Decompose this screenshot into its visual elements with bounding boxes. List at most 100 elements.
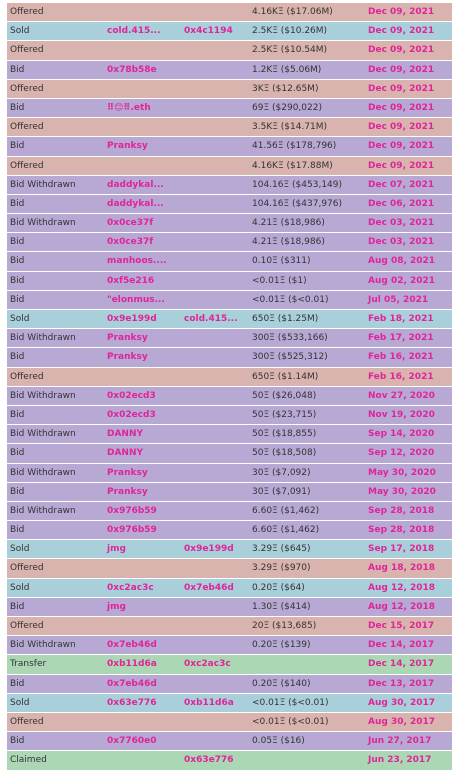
from-address[interactable]: 0x02ecd3 <box>107 409 156 420</box>
from-address[interactable]: daddykal... <box>107 198 164 209</box>
date: Aug 12, 2018 <box>368 601 436 612</box>
date: Aug 30, 2017 <box>368 697 436 708</box>
event-type: Bid <box>10 352 25 363</box>
amount: 6.60Ξ ($1,462) <box>252 525 320 536</box>
amount: 1.2KΞ ($5.06M) <box>252 64 322 75</box>
amount: <0.01Ξ ($<0.01) <box>252 716 329 727</box>
from-address[interactable]: Pranksy <box>107 352 148 363</box>
history-row: Offered 20Ξ ($13,685) Dec 15, 2017 <box>7 617 452 637</box>
from-address[interactable]: manhoos.... <box>107 256 167 267</box>
from-address[interactable]: 0x78b58e <box>107 64 157 75</box>
event-type: Bid <box>10 448 25 459</box>
event-type: Offered <box>10 716 44 727</box>
from-address[interactable]: 0x7760e0 <box>107 736 157 747</box>
event-type: Bid <box>10 525 25 536</box>
event-type: Bid Withdrawn <box>10 505 76 516</box>
from-address[interactable]: ⠿😊⠿.eth <box>107 102 151 113</box>
date: Aug 02, 2021 <box>368 275 436 286</box>
amount: 0.20Ξ ($64) <box>252 582 305 593</box>
amount: 30Ξ ($7,092) <box>252 467 311 478</box>
from-address[interactable]: 0x976b59 <box>107 505 157 516</box>
from-address[interactable]: daddykal... <box>107 179 164 190</box>
event-type: Offered <box>10 563 44 574</box>
amount: 300Ξ ($525,312) <box>252 352 328 363</box>
event-type: Sold <box>10 26 30 37</box>
event-type: Offered <box>10 7 44 17</box>
from-address[interactable]: 0x976b59 <box>107 525 157 536</box>
event-type: Bid <box>10 141 25 152</box>
from-address[interactable]: 0x7eb46d <box>107 678 157 689</box>
date: Feb 16, 2021 <box>368 371 434 382</box>
date: Dec 09, 2021 <box>368 64 435 75</box>
to-address[interactable]: 0x7eb46d <box>184 582 234 593</box>
from-address[interactable]: Pranksy <box>107 333 148 344</box>
from-address[interactable]: DANNY <box>107 448 144 459</box>
amount: <0.01Ξ ($<0.01) <box>252 697 329 708</box>
amount: 300Ξ ($533,166) <box>252 333 328 344</box>
from-address[interactable]: 0xb11d6a <box>107 659 157 670</box>
amount: 50Ξ ($23,715) <box>252 409 317 420</box>
amount: 30Ξ ($7,091) <box>252 486 311 497</box>
date: Dec 09, 2021 <box>368 160 435 171</box>
history-row: Offered 3KΞ ($12.65M) Dec 09, 2021 <box>7 79 452 99</box>
event-type: Sold <box>10 314 30 324</box>
event-type: Offered <box>10 83 44 94</box>
from-address[interactable]: 0x0ce37f <box>107 237 154 248</box>
from-address[interactable]: 0x7eb46d <box>107 640 157 651</box>
history-row: Offered 650Ξ ($1.14M) Feb 16, 2021 <box>7 367 452 387</box>
history-row: Sold cold.415... 0x4c1194 2.5KΞ ($10.26M) De… <box>7 22 452 42</box>
event-type: Bid <box>10 678 25 689</box>
from-address[interactable]: cold.415... <box>107 26 161 37</box>
history-row: Bid manhoos.... 0.10Ξ ($311) Aug 08, 2021 <box>7 252 452 272</box>
event-type: Sold <box>10 697 30 708</box>
to-address[interactable]: 0xc2ac3c <box>184 659 231 670</box>
amount: 650Ξ ($1.25M) <box>252 314 319 324</box>
event-type: Bid <box>10 256 25 267</box>
history-row: Bid ⠿😊⠿.eth 69Ξ ($290,022) Dec 09, 2021 <box>7 98 452 119</box>
history-row: Bid DANNY 50Ξ ($18,508) Sep 12, 2020 <box>7 444 452 464</box>
event-type: Bid <box>10 102 25 113</box>
amount: 2.5KΞ ($10.26M) <box>252 26 328 37</box>
amount: 0.20Ξ ($140) <box>252 678 311 689</box>
from-address[interactable]: 0x9e199d <box>107 314 157 324</box>
to-address[interactable]: 0x4c1194 <box>184 26 233 37</box>
event-type: Bid <box>10 237 25 248</box>
amount: 0.05Ξ ($16) <box>252 736 305 747</box>
from-address[interactable]: DANNY <box>107 429 144 440</box>
history-row: Offered 3.5KΞ ($14.71M) Dec 09, 2021 <box>7 118 452 138</box>
date: Nov 19, 2020 <box>368 409 435 420</box>
to-address[interactable]: 0xb11d6a <box>184 697 234 708</box>
date: Dec 03, 2021 <box>368 237 435 248</box>
to-address[interactable]: 0x9e199d <box>184 544 234 555</box>
from-address[interactable]: jmg <box>107 544 126 555</box>
date: Dec 14, 2017 <box>368 640 435 651</box>
history-row: Sold jmg 0x9e199d 3.29Ξ ($645) Sep 17, 2018 <box>7 540 452 560</box>
to-address[interactable]: 0x63e776 <box>184 755 234 766</box>
amount: 104.16Ξ ($453,149) <box>252 179 343 190</box>
from-address[interactable]: jmg <box>107 601 126 612</box>
history-row: Bid 0x7760e0 0.05Ξ ($16) Jun 27, 2017 <box>7 732 452 752</box>
from-address[interactable]: Pranksy <box>107 141 148 152</box>
history-row: Offered 3.29Ξ ($970) Aug 18, 2018 <box>7 559 452 579</box>
from-address[interactable]: 0xf5e216 <box>107 275 155 286</box>
date: Dec 09, 2021 <box>368 122 435 133</box>
date: Jun 23, 2017 <box>368 755 432 766</box>
to-address[interactable]: cold.415... <box>184 314 238 324</box>
event-type: Bid <box>10 486 25 497</box>
date: Jul 05, 2021 <box>368 294 429 305</box>
from-address[interactable]: 0x63e776 <box>107 697 157 708</box>
from-address[interactable]: 0x0ce37f <box>107 218 154 229</box>
history-row: Bid 0x976b59 6.60Ξ ($1,462) Sep 28, 2018 <box>7 521 452 541</box>
amount: 104.16Ξ ($437,976) <box>252 198 343 209</box>
date: Sep 14, 2020 <box>368 429 435 440</box>
from-address[interactable]: Pranksy <box>107 486 148 497</box>
date: Nov 27, 2020 <box>368 390 435 401</box>
from-address[interactable]: Pranksy <box>107 467 148 478</box>
history-row: Bid Withdrawn 0x0ce37f 4.21Ξ ($18,986) Dec … <box>7 214 452 234</box>
history-row: Bid Withdrawn 0x02ecd3 50Ξ ($26,048) Nov 27… <box>7 386 452 406</box>
date: Feb 18, 2021 <box>368 314 434 324</box>
event-type: Bid <box>10 198 25 209</box>
from-address[interactable]: 0xc2ac3c <box>107 582 154 593</box>
from-address[interactable]: 0x02ecd3 <box>107 390 156 401</box>
from-address[interactable]: "elonmus... <box>107 294 165 305</box>
